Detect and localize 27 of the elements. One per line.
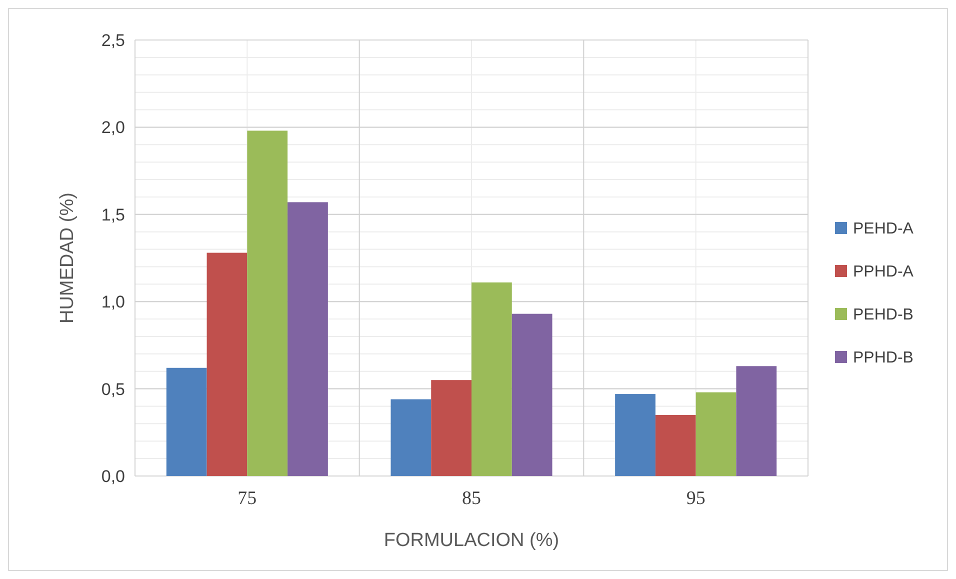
y-tick-label: 0,5 <box>101 380 125 399</box>
bar <box>655 414 696 476</box>
y-axis-title: HUMEDAD (%) <box>57 192 78 324</box>
legend-label: PPHD-A <box>853 264 914 281</box>
x-tick-label: 85 <box>462 488 481 509</box>
legend-label: PEHD-A <box>853 220 914 238</box>
x-tick-label: 95 <box>686 488 706 509</box>
bar <box>247 130 288 476</box>
y-tick-label: 1,0 <box>101 292 125 312</box>
bar <box>166 368 207 476</box>
bar <box>736 366 777 476</box>
y-tick-label: 0,0 <box>101 466 125 486</box>
bar <box>696 392 736 476</box>
bar <box>390 399 432 476</box>
legend-label: PEHD-B <box>853 306 914 324</box>
bar <box>615 394 656 476</box>
y-tick-label: 2,0 <box>101 118 125 138</box>
bar <box>512 314 552 476</box>
bar <box>288 202 328 476</box>
y-tick-label: 2,5 <box>101 30 125 50</box>
bar <box>431 380 472 476</box>
y-tick-label: 1,5 <box>101 205 125 224</box>
bar <box>472 282 512 476</box>
x-axis-title: FORMULACION (%) <box>384 530 560 551</box>
legend-label: PPHD-B <box>853 350 914 367</box>
bar <box>206 252 248 476</box>
x-tick-label: 75 <box>238 488 257 509</box>
